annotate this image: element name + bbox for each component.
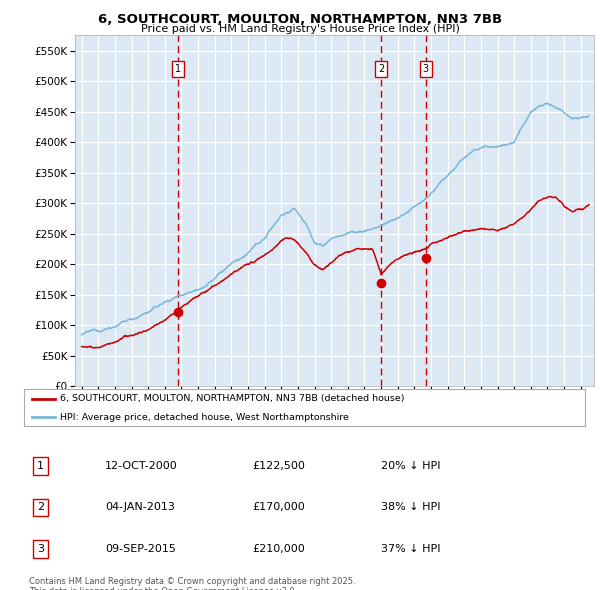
Text: 37% ↓ HPI: 37% ↓ HPI (381, 544, 440, 553)
Text: Contains HM Land Registry data © Crown copyright and database right 2025.
This d: Contains HM Land Registry data © Crown c… (29, 577, 355, 590)
Text: £170,000: £170,000 (252, 503, 305, 512)
Text: HPI: Average price, detached house, West Northamptonshire: HPI: Average price, detached house, West… (61, 412, 349, 422)
Text: 6, SOUTHCOURT, MOULTON, NORTHAMPTON, NN3 7BB: 6, SOUTHCOURT, MOULTON, NORTHAMPTON, NN3… (98, 13, 502, 26)
Text: 1: 1 (175, 64, 181, 74)
Text: 04-JAN-2013: 04-JAN-2013 (105, 503, 175, 512)
Text: 12-OCT-2000: 12-OCT-2000 (105, 461, 178, 471)
Text: 3: 3 (37, 544, 44, 553)
Text: 09-SEP-2015: 09-SEP-2015 (105, 544, 176, 553)
Text: 6, SOUTHCOURT, MOULTON, NORTHAMPTON, NN3 7BB (detached house): 6, SOUTHCOURT, MOULTON, NORTHAMPTON, NN3… (61, 394, 405, 404)
Text: £210,000: £210,000 (252, 544, 305, 553)
Text: £122,500: £122,500 (252, 461, 305, 471)
Text: 2: 2 (37, 503, 44, 512)
Text: 2: 2 (378, 64, 385, 74)
Text: 1: 1 (37, 461, 44, 471)
Text: 20% ↓ HPI: 20% ↓ HPI (381, 461, 440, 471)
Text: 3: 3 (423, 64, 429, 74)
Text: 38% ↓ HPI: 38% ↓ HPI (381, 503, 440, 512)
Text: Price paid vs. HM Land Registry's House Price Index (HPI): Price paid vs. HM Land Registry's House … (140, 24, 460, 34)
